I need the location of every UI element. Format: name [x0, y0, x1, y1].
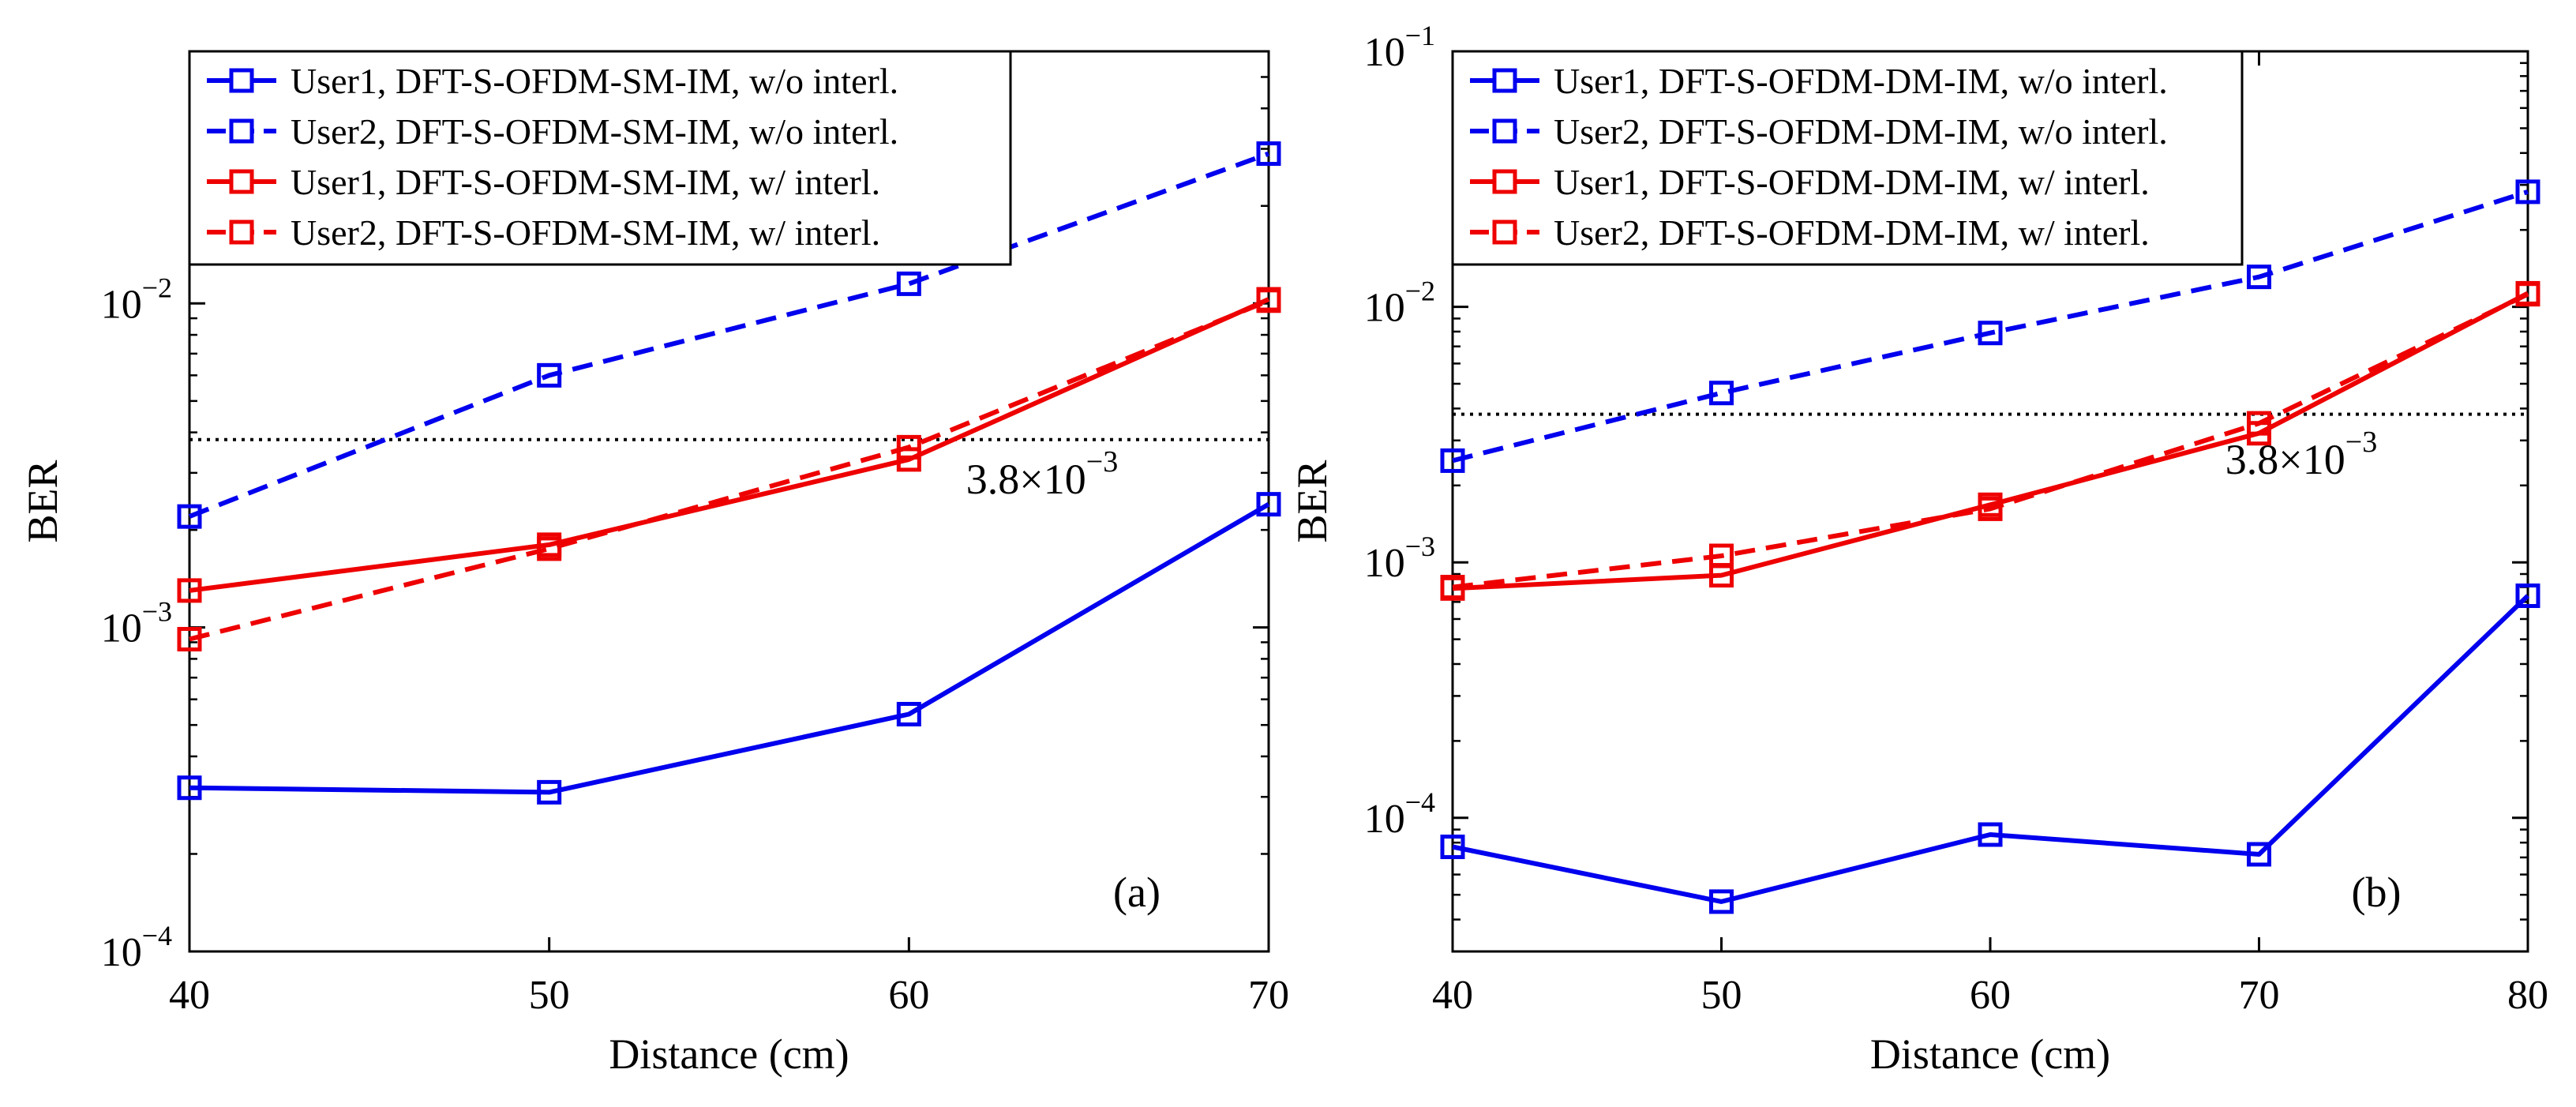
y-axis-label: BER — [19, 460, 66, 542]
legend-box — [188, 50, 1012, 266]
x-tick-label: 40 — [1432, 973, 1473, 1018]
legend: User1, DFT-S-OFDM-SM-IM, w/o interl. User… — [188, 50, 1012, 266]
data-point — [1709, 381, 1734, 406]
legend-marker — [229, 220, 254, 245]
chart-panel-b: 40 50 60 70 80 10−4 10−3 10−2 10−1 Distance (cm) B… — [1288, 20, 2548, 1078]
series-line — [1452, 594, 2530, 904]
series-2 — [1440, 179, 2540, 473]
data-point — [1440, 448, 1465, 473]
series-line — [1452, 291, 2529, 591]
x-tick-label: 70 — [1248, 973, 1289, 1018]
legend-label: User2, DFT-S-OFDM-SM-IM, w/ interl. — [291, 212, 880, 253]
data-point — [896, 434, 921, 460]
y-tick-label: 10−2 — [1364, 276, 1435, 331]
x-tick-label: 70 — [2239, 973, 2280, 1018]
data-point — [1709, 543, 1734, 569]
legend-label: User2, DFT-S-OFDM-DM-IM, w/o interl. — [1554, 111, 2168, 152]
legend-marker — [229, 118, 254, 144]
y-axis-label: BER — [1288, 460, 1336, 542]
series-4 — [1440, 282, 2540, 600]
series-line — [189, 297, 1270, 593]
series-1 — [177, 492, 1281, 805]
data-point — [1978, 822, 2003, 847]
y-tick-label: 10−1 — [1364, 20, 1435, 75]
legend-label: User1, DFT-S-OFDM-SM-IM, w/ interl. — [291, 162, 880, 202]
series-1 — [1440, 584, 2540, 914]
x-tick-label: 60 — [888, 973, 929, 1018]
data-point — [896, 701, 921, 726]
data-point — [2515, 282, 2540, 307]
threshold-label: 3.8×10−3 — [2225, 426, 2377, 483]
legend-label: User2, DFT-S-OFDM-SM-IM, w/o interl. — [291, 111, 898, 152]
data-point — [2247, 265, 2271, 290]
legend-label: User1, DFT-S-OFDM-DM-IM, w/ interl. — [1554, 162, 2150, 202]
legend-marker — [1492, 118, 1517, 144]
series-line — [189, 502, 1270, 795]
series-line — [188, 151, 1270, 519]
x-tick-label: 50 — [1701, 973, 1742, 1018]
series-4 — [177, 288, 1281, 652]
data-point — [1709, 889, 1734, 914]
data-point — [1256, 141, 1281, 167]
data-point — [537, 536, 562, 561]
data-point — [1256, 492, 1281, 517]
y-tick-label: 10−2 — [101, 272, 172, 327]
legend-marker — [229, 68, 254, 93]
data-point — [177, 775, 202, 801]
x-tick-label: 40 — [169, 973, 210, 1018]
data-point — [1440, 835, 1465, 860]
data-point — [2247, 842, 2271, 867]
y-tick-label: 10−4 — [101, 920, 172, 975]
legend-marker — [1492, 169, 1517, 194]
series-line — [1452, 291, 2529, 590]
data-point — [177, 627, 202, 652]
x-tick-label: 60 — [1970, 973, 2011, 1018]
y-tick-label: 10−3 — [101, 596, 172, 651]
series-2 — [177, 141, 1281, 529]
panel-label: (a) — [1113, 869, 1161, 916]
series-line — [1452, 190, 2529, 463]
data-point — [537, 779, 562, 805]
x-axis-label: Distance (cm) — [609, 1030, 849, 1078]
data-point — [896, 271, 921, 296]
legend-box — [1451, 50, 2244, 266]
legend-marker — [229, 169, 254, 194]
data-point — [537, 362, 562, 388]
data-point — [177, 504, 202, 529]
x-tick-label: 80 — [2507, 973, 2548, 1018]
data-point — [2515, 179, 2540, 205]
legend-label: User1, DFT-S-OFDM-DM-IM, w/o interl. — [1554, 61, 2168, 101]
data-point — [177, 578, 202, 603]
panel-label: (b) — [2352, 869, 2402, 916]
legend: User1, DFT-S-OFDM-DM-IM, w/o interl. User… — [1451, 50, 2244, 266]
x-axis-label: Distance (cm) — [1870, 1030, 2110, 1078]
data-point — [2247, 411, 2271, 436]
data-point — [1440, 575, 1465, 600]
data-point — [2515, 584, 2540, 609]
data-point — [1978, 496, 2003, 521]
legend-label: User1, DFT-S-OFDM-SM-IM, w/o interl. — [291, 61, 898, 101]
data-point — [1256, 288, 1281, 313]
y-tick-label: 10−3 — [1364, 531, 1435, 586]
y-tick-label: 10−4 — [1364, 786, 1435, 842]
legend-label: User2, DFT-S-OFDM-DM-IM, w/ interl. — [1554, 212, 2150, 253]
x-tick-label: 50 — [529, 973, 570, 1018]
legend-marker — [1492, 220, 1517, 245]
data-point — [1978, 321, 2003, 346]
threshold-label: 3.8×10−3 — [966, 445, 1118, 503]
legend-marker — [1492, 68, 1517, 93]
chart-panel-a: 40 50 60 70 10−4 10−3 10−2 Distance (cm) BER 3.8×… — [19, 50, 1289, 1078]
